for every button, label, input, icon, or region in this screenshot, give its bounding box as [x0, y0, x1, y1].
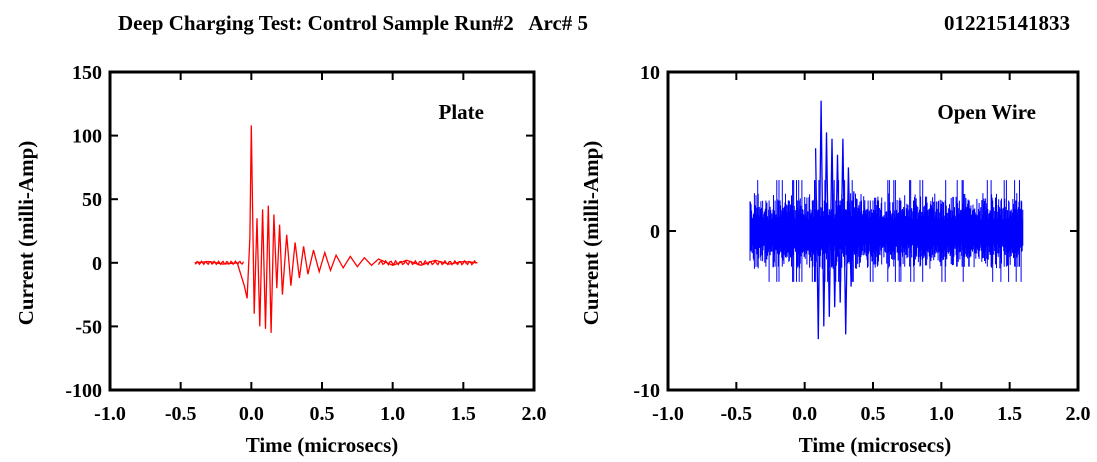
plate-y-tick-label: 100: [72, 126, 102, 148]
plate-x-tick-label: -0.5: [165, 403, 197, 425]
plate-x-axis-label: Time (microsecs): [246, 433, 399, 457]
open-wire-y-axis-label: Current (milli-Amp): [579, 141, 603, 326]
plate-y-tick-label: -100: [65, 380, 102, 402]
open-wire-x-tick-label: 1.5: [997, 403, 1022, 425]
open-wire-y-tick-label: -10: [633, 380, 660, 402]
plate-chart: -1.0 -0.5 0.0 0.5 1.0 1.5 2.0150100500-50-100 …: [14, 62, 547, 457]
plate-x-tick-label: 1.0: [380, 403, 405, 425]
plate-series-line: [194, 125, 478, 333]
plate-x-tick-label: 1.5: [451, 403, 476, 425]
page-title: Deep Charging Test: Control Sample Run#2…: [118, 11, 588, 35]
open-wire-x-tick-label: 0.5: [861, 403, 886, 425]
open-wire-series: [749, 100, 1024, 340]
plate-ticks: -1.0 -0.5 0.0 0.5 1.0 1.5 2.0 150 100 50 0 -50 -100: [65, 62, 546, 425]
plate-series-tail: [377, 259, 477, 266]
open-wire-x-axis-label: Time (microsecs): [799, 433, 952, 457]
plate-y-tick-label: 0: [92, 253, 102, 275]
open-wire-annotation: Open Wire: [937, 100, 1036, 124]
plate-x-tick-label: 0.0: [239, 403, 264, 425]
plate-series: [194, 125, 478, 333]
open-wire-x-tick-label: -1.0: [652, 403, 684, 425]
open-wire-x-tick-label: -0.5: [720, 403, 752, 425]
open-wire-burst-line: [814, 100, 855, 340]
open-wire-noise-band: [749, 180, 1024, 282]
open-wire-y-tick-label: 10: [640, 62, 660, 84]
open-wire-x-tick-label: 2.0: [1066, 403, 1091, 425]
open-wire-y-tick-label: 0: [650, 221, 660, 243]
plate-series-baseline: [194, 260, 244, 266]
plate-y-axis-label: Current (milli-Amp): [14, 141, 38, 326]
plate-y-tick-label: 150: [72, 62, 102, 84]
plate-annotation: Plate: [439, 100, 484, 124]
id-code: 012215141833: [944, 11, 1070, 35]
open-wire-ticks: -1.0 -0.5 0.0 0.5 1.0 1.5 2.0 10 0 -10: [633, 62, 1090, 425]
plate-y-tick-label: 50: [82, 189, 102, 211]
plate-x-tick-label: 0.5: [310, 403, 335, 425]
open-wire-x-tick-label: 1.0: [929, 403, 954, 425]
plate-x-tick-label: -1.0: [94, 403, 126, 425]
plate-y-tick-label: -50: [75, 316, 102, 338]
open-wire-x-tick-label: 0.0: [792, 403, 817, 425]
plate-x-tick-label: 2.0: [522, 403, 547, 425]
